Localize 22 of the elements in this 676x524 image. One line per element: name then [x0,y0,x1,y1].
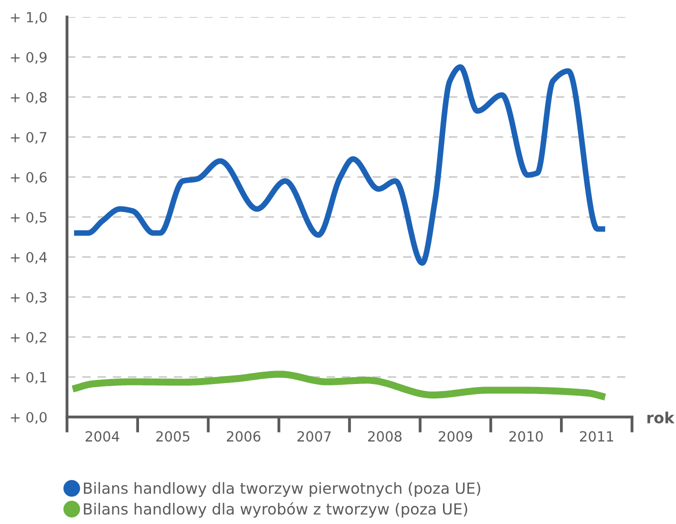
y-tick-label: + 0,1 [10,372,46,384]
x-tick-label: 2009 [438,431,472,442]
x-axis-title: rok [647,412,675,424]
x-tick-label: 2006 [226,431,260,442]
y-tick-label: + 0,9 [10,52,47,64]
y-tick-label: + 0,2 [10,332,46,344]
legend-label: Bilans handlowy dla tworzyw pierwotnych (poza UE) [84,482,480,497]
x-tick-label: 2008 [368,431,402,442]
y-tick-label: + 0,3 [10,292,46,304]
x-tick-label: 2005 [156,431,190,442]
y-tick-label: + 0,6 [10,172,47,184]
y-tick-label: + 1,0 [10,12,47,24]
y-tick-label: + 0,0 [10,412,47,424]
x-tick-label: 2004 [86,431,120,442]
x-tick-label: 2010 [509,431,543,442]
y-tick-label: + 0,7 [10,132,46,144]
y-tick-label: + 0,5 [10,212,46,224]
y-tick-label: + 0,8 [10,92,47,104]
legend-label: Bilans handlowy dla wyrobów z tworzyw (poza UE) [84,502,468,518]
x-tick-label: 2007 [298,431,331,442]
x-tick-label: 2011 [580,431,614,442]
y-tick-label: + 0,4 [10,252,47,264]
